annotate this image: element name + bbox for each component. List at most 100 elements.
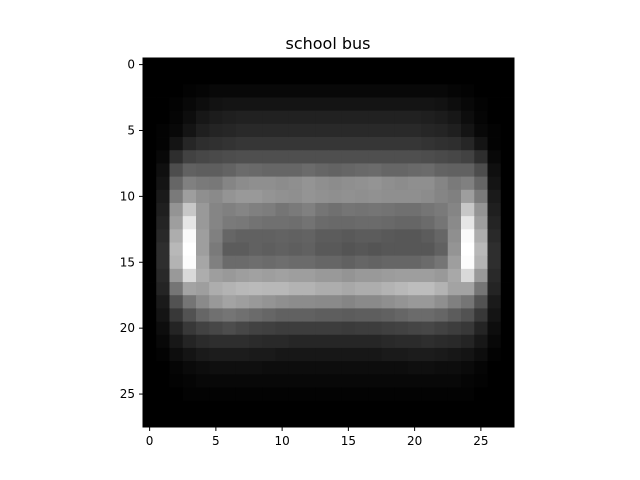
heatmap-cell-r12-c10 [275, 216, 290, 230]
heatmap-cell-r7-c3 [182, 150, 197, 164]
heatmap-cell-r2-c22 [434, 84, 449, 98]
heatmap-cell-r27-c7 [235, 413, 250, 428]
heatmap-cell-r19-c1 [156, 308, 170, 322]
heatmap-cell-r16-c4 [196, 268, 210, 283]
heatmap-cell-r2-c18 [381, 84, 396, 98]
heatmap-cell-r24-c16 [355, 374, 369, 388]
heatmap-cell-r17-c3 [182, 282, 197, 296]
heatmap-cell-r27-c4 [196, 413, 210, 428]
heatmap-cell-r7-c16 [355, 150, 369, 164]
heatmap-cell-r8-c15 [341, 163, 356, 178]
heatmap-cell-r1-c27 [500, 71, 515, 85]
heatmap-cell-r3-c11 [288, 97, 303, 112]
heatmap-cell-r19-c16 [355, 308, 369, 322]
heatmap-cell-r1-c3 [182, 71, 197, 85]
heatmap-cell-r4-c1 [156, 110, 170, 125]
heatmap-cell-r3-c17 [368, 97, 382, 112]
heatmap-cell-r4-c12 [302, 110, 316, 125]
heatmap-cell-r10-c21 [421, 189, 435, 204]
heatmap-cell-r17-c16 [355, 282, 369, 296]
heatmap-cell-r24-c6 [222, 374, 237, 388]
heatmap-cell-r26-c21 [421, 400, 435, 415]
heatmap-cell-r11-c6 [222, 202, 237, 217]
heatmap-cell-r10-c5 [209, 189, 223, 204]
heatmap-cell-r20-c1 [156, 321, 170, 336]
heatmap-cell-r12-c5 [209, 216, 223, 230]
heatmap-cell-r4-c19 [394, 110, 409, 125]
heatmap-cell-r12-c13 [315, 216, 329, 230]
heatmap-cell-r5-c26 [487, 123, 502, 138]
heatmap-cell-r23-c8 [249, 361, 263, 375]
heatmap-cell-r6-c20 [408, 137, 422, 151]
heatmap-cell-r22-c5 [209, 347, 223, 362]
heatmap-cell-r19-c2 [169, 308, 184, 322]
heatmap-cell-r14-c21 [421, 242, 435, 257]
heatmap-cell-r10-c26 [487, 189, 502, 204]
heatmap-cell-r20-c13 [315, 321, 329, 336]
heatmap-cell-r17-c17 [368, 282, 382, 296]
heatmap-cell-r8-c27 [500, 163, 515, 178]
heatmap-cell-r0-c24 [461, 58, 475, 72]
heatmap-cell-r18-c18 [381, 295, 396, 309]
heatmap-cell-r15-c6 [222, 255, 237, 270]
y-tick-label-25: 25 [120, 387, 135, 401]
heatmap-cell-r26-c14 [328, 400, 343, 415]
heatmap-cell-r5-c0 [143, 123, 157, 138]
heatmap-cell-r18-c17 [368, 295, 382, 309]
heatmap-cell-r19-c7 [235, 308, 250, 322]
heatmap-cell-r18-c4 [196, 295, 210, 309]
heatmap-cell-r5-c1 [156, 123, 170, 138]
heatmap-cell-r18-c19 [394, 295, 409, 309]
heatmap-cell-r17-c4 [196, 282, 210, 296]
heatmap-cell-r8-c16 [355, 163, 369, 178]
heatmap-cell-r26-c4 [196, 400, 210, 415]
heatmap-cell-r25-c6 [222, 387, 237, 402]
heatmap-cell-r2-c27 [500, 84, 515, 98]
heatmap-cell-r21-c26 [487, 334, 502, 349]
heatmap-cell-r18-c12 [302, 295, 316, 309]
heatmap-cell-r15-c25 [474, 255, 488, 270]
heatmap-cell-r21-c25 [474, 334, 488, 349]
heatmap-cell-r25-c7 [235, 387, 250, 402]
heatmap-cell-r4-c21 [421, 110, 435, 125]
heatmap-cell-r23-c25 [474, 361, 488, 375]
heatmap-cell-r9-c8 [249, 176, 263, 191]
heatmap-cell-r10-c9 [262, 189, 276, 204]
heatmap-cell-r13-c0 [143, 229, 157, 243]
heatmap-cell-r12-c19 [394, 216, 409, 230]
heatmap-cell-r1-c11 [288, 71, 303, 85]
heatmap-cell-r27-c22 [434, 413, 449, 428]
heatmap-cell-r8-c23 [447, 163, 462, 178]
heatmap-cell-r22-c7 [235, 347, 250, 362]
heatmap-cell-r3-c21 [421, 97, 435, 112]
heatmap-cell-r11-c0 [143, 202, 157, 217]
heatmap-cell-r21-c24 [461, 334, 475, 349]
heatmap-cell-r4-c5 [209, 110, 223, 125]
heatmap-cell-r18-c24 [461, 295, 475, 309]
heatmap-cell-r19-c10 [275, 308, 290, 322]
heatmap-cell-r5-c15 [341, 123, 356, 138]
heatmap-cell-r8-c10 [275, 163, 290, 178]
heatmap-cell-r2-c20 [408, 84, 422, 98]
heatmap-cell-r21-c20 [408, 334, 422, 349]
heatmap-cell-r6-c8 [249, 137, 263, 151]
heatmap-cell-r12-c26 [487, 216, 502, 230]
heatmap-cell-r12-c18 [381, 216, 396, 230]
heatmap-cell-r4-c20 [408, 110, 422, 125]
heatmap-cell-r26-c0 [143, 400, 157, 415]
heatmap-cell-r2-c19 [394, 84, 409, 98]
heatmap-cell-r6-c21 [421, 137, 435, 151]
heatmap-cell-r0-c23 [447, 58, 462, 72]
heatmap-cell-r27-c5 [209, 413, 223, 428]
heatmap-cell-r13-c6 [222, 229, 237, 243]
heatmap-cell-r17-c8 [249, 282, 263, 296]
heatmap-cell-r26-c7 [235, 400, 250, 415]
heatmap-cell-r25-c26 [487, 387, 502, 402]
heatmap-cell-r11-c24 [461, 202, 475, 217]
heatmap-cell-r13-c18 [381, 229, 396, 243]
heatmap-cell-r3-c23 [447, 97, 462, 112]
heatmap-cell-r16-c10 [275, 268, 290, 283]
heatmap-cell-r26-c10 [275, 400, 290, 415]
heatmap-cell-r12-c24 [461, 216, 475, 230]
heatmap-cell-r3-c10 [275, 97, 290, 112]
